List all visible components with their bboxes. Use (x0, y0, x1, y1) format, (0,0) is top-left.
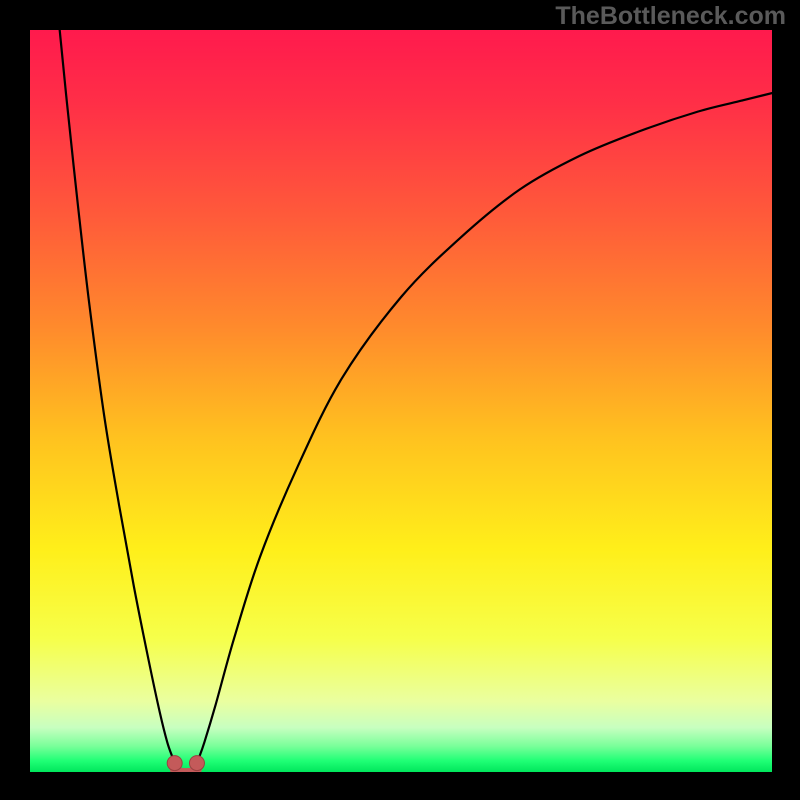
watermark-text: TheBottleneck.com (555, 2, 786, 31)
plot-area (30, 30, 772, 772)
gradient-background (30, 30, 772, 772)
chart-svg (30, 30, 772, 772)
chart-container: TheBottleneck.com (0, 0, 800, 800)
optimal-zone-dot-1 (167, 756, 182, 771)
optimal-zone-dot-2 (189, 756, 204, 771)
